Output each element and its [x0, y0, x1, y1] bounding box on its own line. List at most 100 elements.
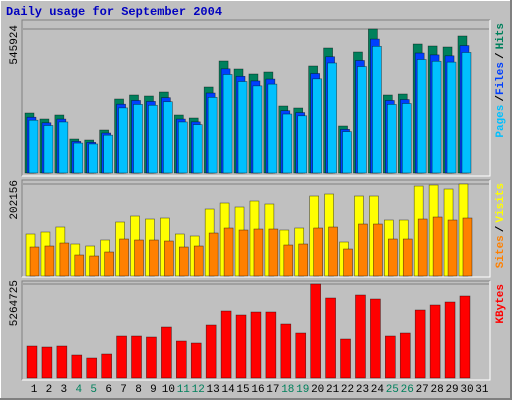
panel-border-light: [22, 180, 491, 278]
bar: [56, 345, 68, 379]
bar: [416, 59, 427, 174]
bar: [388, 238, 398, 277]
bar: [208, 232, 219, 277]
bar: [417, 218, 428, 277]
bar: [399, 332, 411, 379]
x-tick-label: 24: [371, 384, 385, 396]
bar: [297, 115, 308, 174]
bar: [178, 121, 188, 174]
bar: [89, 255, 100, 277]
bar: [134, 239, 144, 277]
y-tick-label: 202156: [9, 180, 21, 220]
bar: [133, 104, 143, 174]
legend-entry: Pages: [495, 105, 507, 138]
bar: [312, 78, 322, 174]
bar: [41, 346, 53, 379]
x-tick-label: 18: [281, 384, 294, 396]
bar: [280, 323, 292, 379]
bar: [342, 131, 352, 174]
x-tick-label: 7: [120, 384, 127, 396]
bar: [357, 66, 367, 174]
x-tick-label: 31: [475, 384, 489, 396]
bar: [146, 336, 157, 379]
bar: [310, 283, 321, 379]
legend-separator: /: [495, 95, 507, 102]
bar: [179, 246, 189, 277]
bar: [205, 324, 217, 379]
legend-entry: Hits: [495, 23, 507, 49]
chart-title: Daily usage for September 2004: [6, 5, 222, 19]
x-tick-label: 5: [90, 384, 97, 396]
bar: [58, 121, 69, 174]
bar: [461, 52, 472, 174]
x-tick-label: 13: [207, 384, 220, 396]
bar: [265, 311, 277, 379]
bar: [387, 104, 397, 174]
x-tick-label: 25: [386, 384, 399, 396]
bar: [355, 294, 366, 379]
legend-entry: Files: [495, 62, 507, 95]
x-tick-label: 3: [61, 384, 68, 396]
bar: [161, 326, 172, 379]
panel-border-dark: [21, 179, 490, 277]
bar: [222, 74, 233, 174]
x-tick-label: 10: [162, 384, 175, 396]
bar: [298, 243, 309, 277]
x-tick-label: 15: [236, 384, 249, 396]
legend-separator: /: [495, 225, 507, 232]
bar: [59, 242, 70, 277]
x-tick-label: 17: [266, 384, 279, 396]
bar: [385, 335, 396, 379]
x-tick-label: 11: [177, 384, 191, 396]
x-tick-label: 20: [311, 384, 324, 396]
bar: [444, 301, 456, 379]
panel-border-light: [22, 20, 491, 177]
bar: [192, 124, 203, 174]
bar: [148, 104, 158, 174]
bar: [176, 340, 187, 379]
panel-border-dark: [21, 280, 490, 380]
bar: [370, 298, 381, 379]
y-tick-label: 5264725: [9, 280, 21, 326]
bar: [238, 229, 249, 277]
bar: [104, 251, 114, 277]
bar: [118, 107, 128, 174]
bar: [73, 142, 84, 174]
bar: [190, 342, 202, 379]
bar: [313, 227, 323, 277]
x-tick-label: 9: [150, 384, 157, 396]
x-tick-label: 21: [326, 384, 340, 396]
x-tick-label: 26: [401, 384, 414, 396]
bar: [327, 62, 337, 174]
bar: [253, 228, 264, 277]
bar: [328, 226, 338, 277]
bar: [358, 223, 368, 277]
panel-border-light: [22, 281, 491, 381]
x-tick-label: 2: [46, 384, 53, 396]
legend: Pages/Files/Hits: [495, 23, 507, 138]
bar: [116, 335, 127, 379]
bar: [429, 304, 441, 379]
bar: [163, 101, 173, 174]
x-tick-label: 19: [296, 384, 309, 396]
bar: [237, 81, 248, 174]
legend-entry: KBytes: [495, 284, 507, 324]
bar: [207, 97, 218, 174]
bar: [340, 338, 351, 379]
bar: [414, 309, 426, 379]
bar: [446, 61, 457, 174]
bar: [223, 227, 234, 277]
bar: [252, 85, 263, 174]
bar: [74, 254, 85, 277]
y-tick-label: 545924: [9, 25, 21, 65]
bar: [103, 134, 113, 174]
bar: [71, 354, 83, 379]
legend: Sites / Visits: [495, 183, 507, 268]
legend-separator: /: [495, 52, 507, 59]
x-tick-label: 22: [341, 384, 354, 396]
x-tick-label: 29: [445, 384, 458, 396]
bar: [462, 217, 473, 277]
bar: [268, 228, 279, 277]
